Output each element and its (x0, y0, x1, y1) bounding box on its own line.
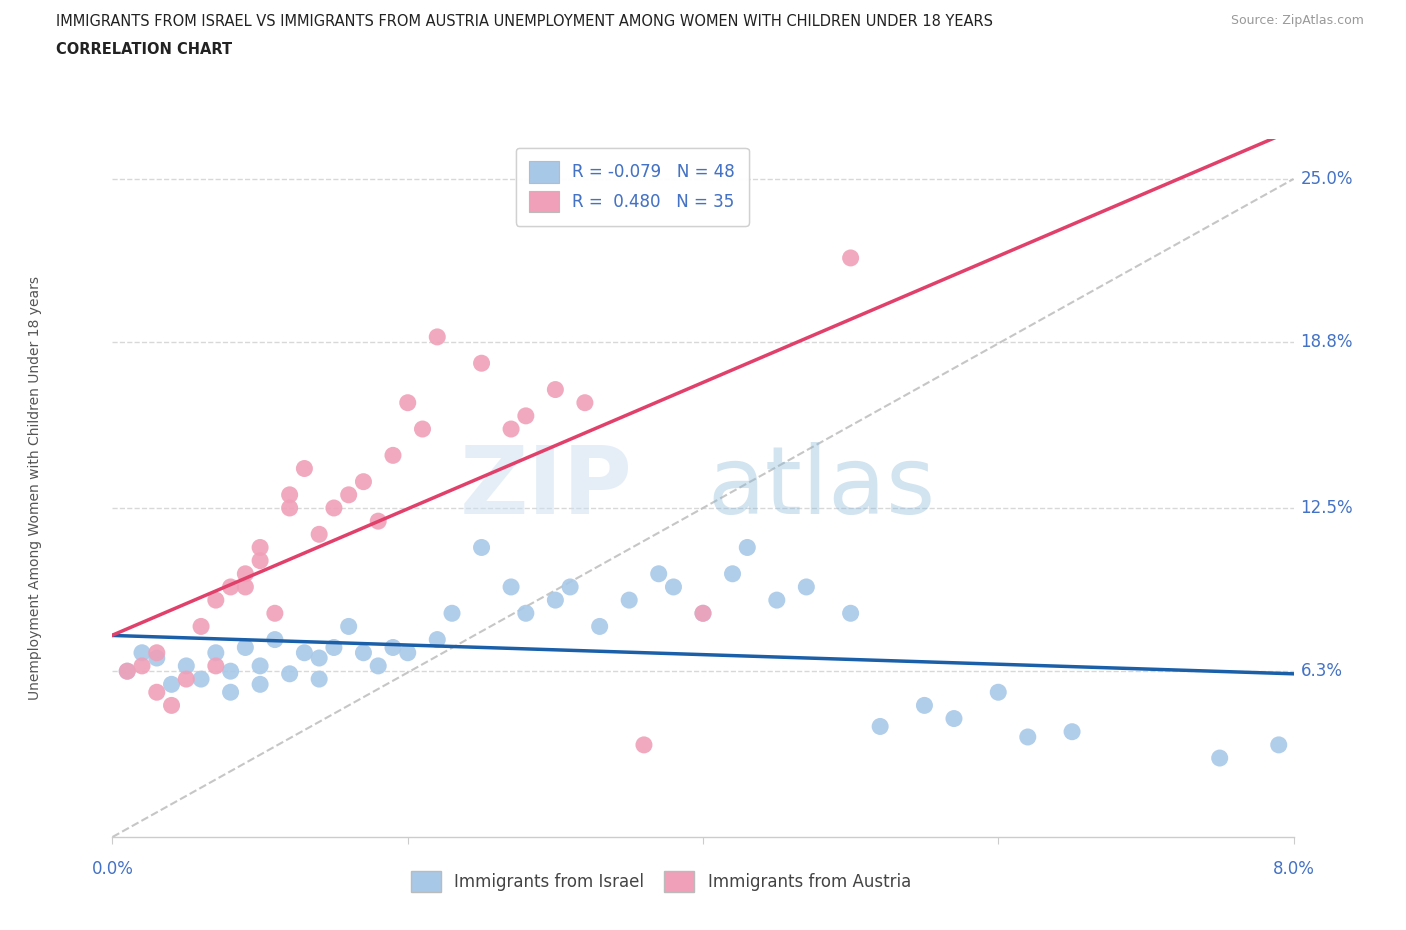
Text: Source: ZipAtlas.com: Source: ZipAtlas.com (1230, 14, 1364, 27)
Point (1208, 751, 1232, 765)
Legend: R = -0.079   N = 48, R =  0.480   N = 35: R = -0.079 N = 48, R = 0.480 N = 35 (516, 148, 748, 226)
Text: 0.0%: 0.0% (91, 860, 134, 878)
Point (278, 500, 301, 515)
Point (367, 658, 389, 673)
Point (190, 671, 212, 686)
Point (278, 667, 301, 682)
Point (292, 645, 315, 660)
Point (146, 684, 169, 699)
Point (233, 579, 256, 594)
Point (233, 566, 256, 581)
Point (1268, 737, 1291, 752)
Point (471, 540, 494, 555)
Point (839, 250, 862, 265)
Point (131, 645, 153, 660)
Point (308, 671, 330, 686)
Text: IMMIGRANTS FROM ISRAEL VS IMMIGRANTS FROM AUSTRIA UNEMPLOYMENT AMONG WOMEN WITH : IMMIGRANTS FROM ISRAEL VS IMMIGRANTS FRO… (56, 14, 993, 29)
Point (352, 645, 374, 660)
Point (588, 619, 610, 634)
Text: ZIP: ZIP (460, 443, 633, 534)
Point (131, 658, 153, 673)
Point (249, 540, 271, 555)
Point (308, 651, 330, 666)
Text: 25.0%: 25.0% (1301, 170, 1353, 188)
Point (264, 632, 287, 647)
Point (619, 592, 641, 607)
Point (205, 658, 228, 673)
Point (412, 421, 434, 436)
Point (292, 461, 315, 476)
Point (219, 684, 242, 699)
Text: atlas: atlas (707, 443, 935, 534)
Point (501, 421, 523, 436)
Point (233, 640, 256, 655)
Point (662, 579, 685, 594)
Point (396, 395, 419, 410)
Point (219, 579, 242, 594)
Text: 12.5%: 12.5% (1301, 499, 1353, 517)
Point (278, 487, 301, 502)
Point (560, 579, 582, 594)
Point (352, 474, 374, 489)
Point (382, 448, 405, 463)
Point (721, 566, 744, 581)
Point (426, 329, 449, 344)
Text: CORRELATION CHART: CORRELATION CHART (56, 42, 232, 57)
Point (367, 513, 389, 528)
Point (796, 579, 818, 594)
Point (219, 664, 242, 679)
Point (160, 677, 183, 692)
Point (544, 382, 567, 397)
Point (914, 698, 936, 712)
Point (174, 658, 197, 673)
Point (146, 651, 169, 666)
Point (1062, 724, 1084, 739)
Point (692, 605, 714, 620)
Point (501, 579, 523, 594)
Point (737, 540, 759, 555)
Point (160, 698, 183, 712)
Point (515, 605, 537, 620)
Point (337, 487, 360, 502)
Point (426, 632, 449, 647)
Point (308, 527, 330, 542)
Point (264, 605, 287, 620)
Point (117, 664, 138, 679)
Point (515, 408, 537, 423)
Point (190, 619, 212, 634)
Point (382, 640, 405, 655)
Point (441, 605, 464, 620)
Point (323, 640, 346, 655)
Point (337, 619, 360, 634)
Point (647, 566, 671, 581)
Point (692, 605, 714, 620)
Point (942, 711, 965, 726)
Point (869, 719, 891, 734)
Point (765, 592, 787, 607)
Point (471, 356, 494, 371)
Point (574, 395, 596, 410)
Point (249, 677, 271, 692)
Text: 6.3%: 6.3% (1301, 662, 1343, 680)
Text: Unemployment Among Women with Children Under 18 years: Unemployment Among Women with Children U… (28, 276, 42, 700)
Point (1017, 729, 1039, 744)
Point (544, 592, 567, 607)
Point (117, 664, 138, 679)
Legend: Immigrants from Israel, Immigrants from Austria: Immigrants from Israel, Immigrants from … (404, 865, 918, 898)
Point (323, 500, 346, 515)
Point (146, 645, 169, 660)
Point (987, 684, 1010, 699)
Point (249, 658, 271, 673)
Text: 8.0%: 8.0% (1272, 860, 1315, 878)
Point (205, 592, 228, 607)
Text: 18.8%: 18.8% (1301, 333, 1353, 352)
Point (174, 671, 197, 686)
Point (249, 553, 271, 568)
Point (396, 645, 419, 660)
Point (633, 737, 655, 752)
Point (205, 645, 228, 660)
Point (839, 605, 862, 620)
